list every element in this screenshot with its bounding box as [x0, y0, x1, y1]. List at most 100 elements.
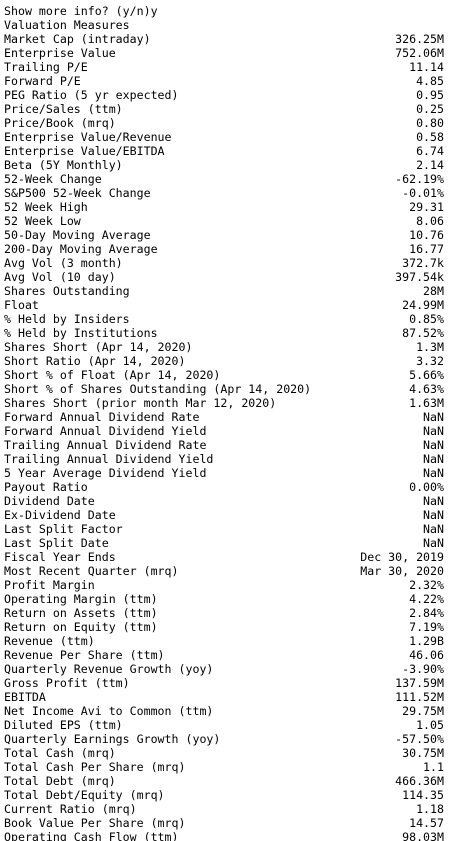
stat-value: -3.90% [402, 662, 444, 676]
stat-row: Short Ratio (Apr 14, 2020) 3.32 [4, 354, 444, 368]
stat-value: NaN [423, 522, 444, 536]
stat-value: 4.22% [409, 592, 444, 606]
stat-label: Market Cap (intraday) [4, 32, 151, 46]
stat-row: Dividend Date NaN [4, 494, 444, 508]
stat-label: Quarterly Revenue Growth (yoy) [4, 662, 214, 676]
stat-value: 6.74 [416, 144, 444, 158]
stats-list: Market Cap (intraday) 326.25M Enterprise V… [4, 32, 457, 841]
stat-value: 0.25 [416, 102, 444, 116]
stat-label: Short % of Float (Apr 14, 2020) [4, 368, 221, 382]
stat-value: NaN [423, 410, 444, 424]
stat-label: Profit Margin [4, 578, 95, 592]
stat-label: Shares Short (prior month Mar 12, 2020) [4, 396, 277, 410]
stat-row: Quarterly Earnings Growth (yoy) -57.50% [4, 732, 444, 746]
stat-row: Shares Short (prior month Mar 12, 2020) 1… [4, 396, 444, 410]
stat-row: Market Cap (intraday) 326.25M [4, 32, 444, 46]
stat-label: Trailing Annual Dividend Rate [4, 438, 207, 452]
stat-label: Trailing P/E [4, 60, 88, 74]
stat-row: Avg Vol (10 day) 397.54k [4, 270, 444, 284]
stat-row: Trailing P/E 11.14 [4, 60, 444, 74]
stat-row: Forward P/E 4.85 [4, 74, 444, 88]
stat-label: Quarterly Earnings Growth (yoy) [4, 732, 221, 746]
stat-row: Operating Cash Flow (ttm) 98.03M [4, 830, 444, 841]
stat-value: 1.3M [416, 340, 444, 354]
stat-label: Trailing Annual Dividend Yield [4, 452, 214, 466]
stat-label: Payout Ratio [4, 480, 88, 494]
stat-value: 0.85% [409, 312, 444, 326]
stat-row: Operating Margin (ttm) 4.22% [4, 592, 444, 606]
stat-row: Avg Vol (3 month) 372.7k [4, 256, 444, 270]
stat-label: Most Recent Quarter (mrq) [4, 564, 179, 578]
stat-value: 1.29B [409, 634, 444, 648]
stat-label: S&P500 52-Week Change [4, 186, 151, 200]
stat-label: Short Ratio (Apr 14, 2020) [4, 354, 186, 368]
stat-row: Beta (5Y Monthly) 2.14 [4, 158, 444, 172]
stat-value: 0.58 [416, 130, 444, 144]
stat-value: 98.03M [402, 830, 444, 841]
stat-label: 200-Day Moving Average [4, 242, 158, 256]
stat-value: 1.1 [423, 760, 444, 774]
stat-row: % Held by Institutions 87.52% [4, 326, 444, 340]
stat-value: -0.01% [402, 186, 444, 200]
stat-row: 52 Week Low 8.06 [4, 214, 444, 228]
stat-value: 4.63% [409, 382, 444, 396]
stat-row: Return on Assets (ttm) 2.84% [4, 606, 444, 620]
stat-row: Quarterly Revenue Growth (yoy) -3.90% [4, 662, 444, 676]
stat-label: Forward Annual Dividend Rate [4, 410, 200, 424]
stat-row: Total Cash Per Share (mrq) 1.1 [4, 760, 444, 774]
stat-row: Net Income Avi to Common (ttm) 29.75M [4, 704, 444, 718]
stat-row: Short % of Float (Apr 14, 2020) 5.66% [4, 368, 444, 382]
stat-label: Last Split Factor [4, 522, 123, 536]
stat-value: -62.19% [395, 172, 444, 186]
stat-label: Avg Vol (10 day) [4, 270, 116, 284]
stat-row: Revenue (ttm) 1.29B [4, 634, 444, 648]
stat-row: Enterprise Value/Revenue 0.58 [4, 130, 444, 144]
stat-label: Operating Margin (ttm) [4, 592, 158, 606]
stat-value: 14.57 [409, 816, 444, 830]
stat-row: 52 Week High 29.31 [4, 200, 444, 214]
stat-value: 1.05 [416, 718, 444, 732]
stat-value: 24.99M [402, 298, 444, 312]
stat-value: 28M [423, 284, 444, 298]
stat-row: Forward Annual Dividend Rate NaN [4, 410, 444, 424]
stat-label: Price/Sales (ttm) [4, 102, 123, 116]
stat-label: Short % of Shares Outstanding (Apr 14, 2… [4, 382, 312, 396]
prompt-line: Show more info? (y/n)y [4, 4, 158, 18]
stat-row: Fiscal Year Ends Dec 30, 2019 [4, 550, 444, 564]
stat-label: PEG Ratio (5 yr expected) [4, 88, 179, 102]
stat-label: 50-Day Moving Average [4, 228, 151, 242]
stat-row: Return on Equity (ttm) 7.19% [4, 620, 444, 634]
stat-row: S&P500 52-Week Change -0.01% [4, 186, 444, 200]
stat-value: 326.25M [395, 32, 444, 46]
stat-row: Forward Annual Dividend Yield NaN [4, 424, 444, 438]
stat-row: Last Split Factor NaN [4, 522, 444, 536]
stat-value: 16.77 [409, 242, 444, 256]
stat-label: % Held by Institutions [4, 326, 158, 340]
stat-value: 1.18 [416, 802, 444, 816]
stat-label: Enterprise Value/Revenue [4, 130, 172, 144]
stat-row: 50-Day Moving Average 10.76 [4, 228, 444, 242]
stat-label: 52 Week High [4, 200, 88, 214]
stat-row: Total Debt/Equity (mrq) 114.35 [4, 788, 444, 802]
stat-value: 4.85 [416, 74, 444, 88]
stat-value: 11.14 [409, 60, 444, 74]
stat-label: Total Cash (mrq) [4, 746, 116, 760]
stat-row: Current Ratio (mrq) 1.18 [4, 802, 444, 816]
stat-label: Revenue Per Share (ttm) [4, 648, 165, 662]
stat-value: 3.32 [416, 354, 444, 368]
stat-row: Trailing Annual Dividend Rate NaN [4, 438, 444, 452]
stat-label: EBITDA [4, 690, 46, 704]
stat-value: 8.06 [416, 214, 444, 228]
stat-label: Forward P/E [4, 74, 81, 88]
stat-label: Current Ratio (mrq) [4, 802, 137, 816]
stat-row: Enterprise Value/EBITDA 6.74 [4, 144, 444, 158]
stat-row: Total Debt (mrq) 466.36M [4, 774, 444, 788]
stat-value: Mar 30, 2020 [360, 564, 444, 578]
stat-value: NaN [423, 438, 444, 452]
stat-value: NaN [423, 466, 444, 480]
stat-value: 397.54k [395, 270, 444, 284]
stat-label: Fiscal Year Ends [4, 550, 116, 564]
stat-label: % Held by Insiders [4, 312, 130, 326]
stat-row: Most Recent Quarter (mrq) Mar 30, 2020 [4, 564, 444, 578]
